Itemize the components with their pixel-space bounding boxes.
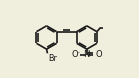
Text: Br: Br [48, 54, 57, 63]
Text: N: N [84, 50, 90, 59]
Text: O: O [72, 50, 78, 59]
Text: -: - [77, 50, 79, 55]
Text: +: + [86, 50, 91, 55]
Text: O: O [95, 50, 102, 59]
